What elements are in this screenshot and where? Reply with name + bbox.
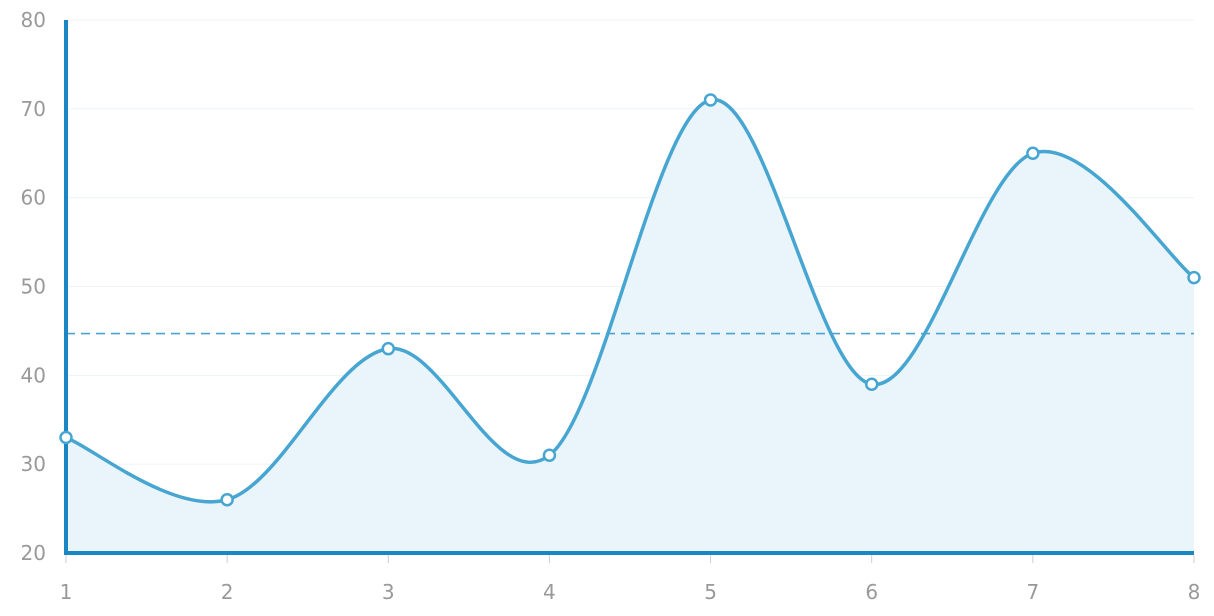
x-tick-labels: 1 2 3 4 5 6 7 8 (60, 580, 1201, 604)
data-point-6 (864, 377, 879, 391)
x-tick-label-3: 3 (382, 580, 395, 604)
data-point-2 (220, 492, 234, 507)
data-point-4 (542, 448, 557, 463)
x-tick-label-8: 8 (1188, 580, 1201, 604)
y-tick-labels: 20 30 40 50 60 70 80 (21, 8, 46, 565)
data-point-3 (381, 341, 396, 356)
y-tick-label-80: 80 (21, 8, 46, 32)
x-tick-label-7: 7 (1026, 580, 1039, 604)
y-tick-label-30: 30 (21, 452, 46, 476)
x-tick-label-5: 5 (704, 580, 717, 604)
x-tick-label-1: 1 (60, 580, 73, 604)
data-point-1 (59, 430, 73, 445)
series-line (64, 98, 1196, 504)
data-points-layer (59, 93, 1201, 507)
y-tick-label-60: 60 (21, 186, 46, 210)
x-tick-label-6: 6 (865, 580, 878, 604)
y-tick-label-50: 50 (21, 275, 46, 299)
data-point-8 (1187, 270, 1201, 285)
series-area-fill (66, 99, 1194, 553)
x-tick-label-2: 2 (221, 580, 234, 604)
y-tick-label-20: 20 (21, 541, 46, 565)
data-point-5 (703, 93, 718, 107)
y-tick-label-70: 70 (21, 97, 46, 121)
x-tick-label-4: 4 (543, 580, 556, 604)
area-fill-layer (66, 99, 1194, 553)
axes (64, 20, 1195, 563)
data-point-7 (1026, 146, 1040, 160)
y-tick-label-40: 40 (21, 363, 46, 387)
series-line-layer (64, 98, 1196, 504)
